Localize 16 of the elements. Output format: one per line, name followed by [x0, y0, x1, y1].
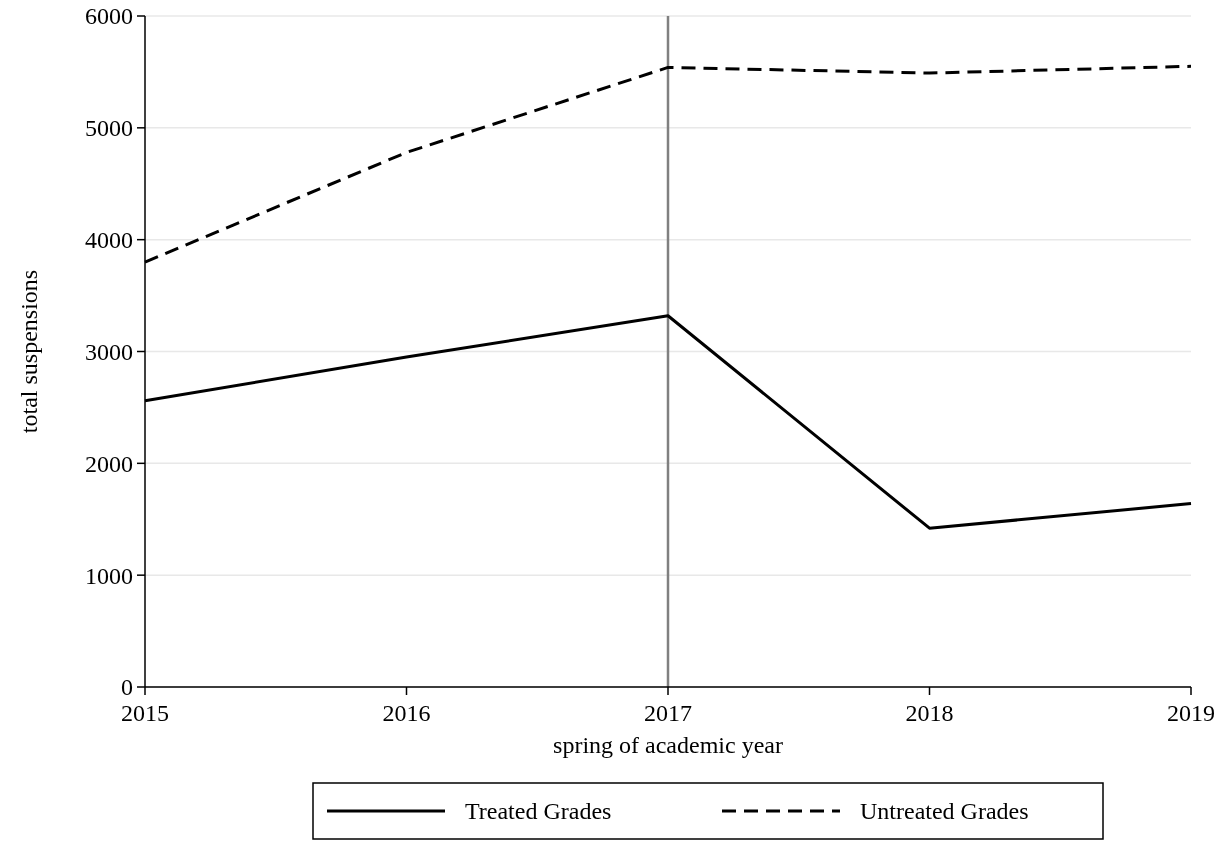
x-tick-label: 2018 — [905, 700, 954, 726]
legend-label: Untreated Grades — [860, 798, 1029, 825]
legend-label: Treated Grades — [465, 798, 612, 825]
x-tick-label: 2017 — [644, 700, 692, 726]
y-tick-label: 0 — [121, 674, 133, 701]
y-tick-label: 2000 — [85, 450, 133, 477]
x-tick-label: 2015 — [121, 700, 169, 726]
y-tick-label: 3000 — [85, 338, 133, 365]
y-tick-label: 6000 — [85, 3, 133, 30]
y-tick-label: 4000 — [85, 227, 133, 254]
x-axis-title: spring of academic year — [553, 732, 783, 758]
y-axis-title: total suspensions — [16, 269, 42, 434]
y-tick-label: 1000 — [85, 562, 133, 589]
x-tick-label: 2019 — [1167, 700, 1215, 726]
y-tick-label: 5000 — [85, 115, 133, 142]
x-tick-label: 2016 — [382, 700, 431, 726]
